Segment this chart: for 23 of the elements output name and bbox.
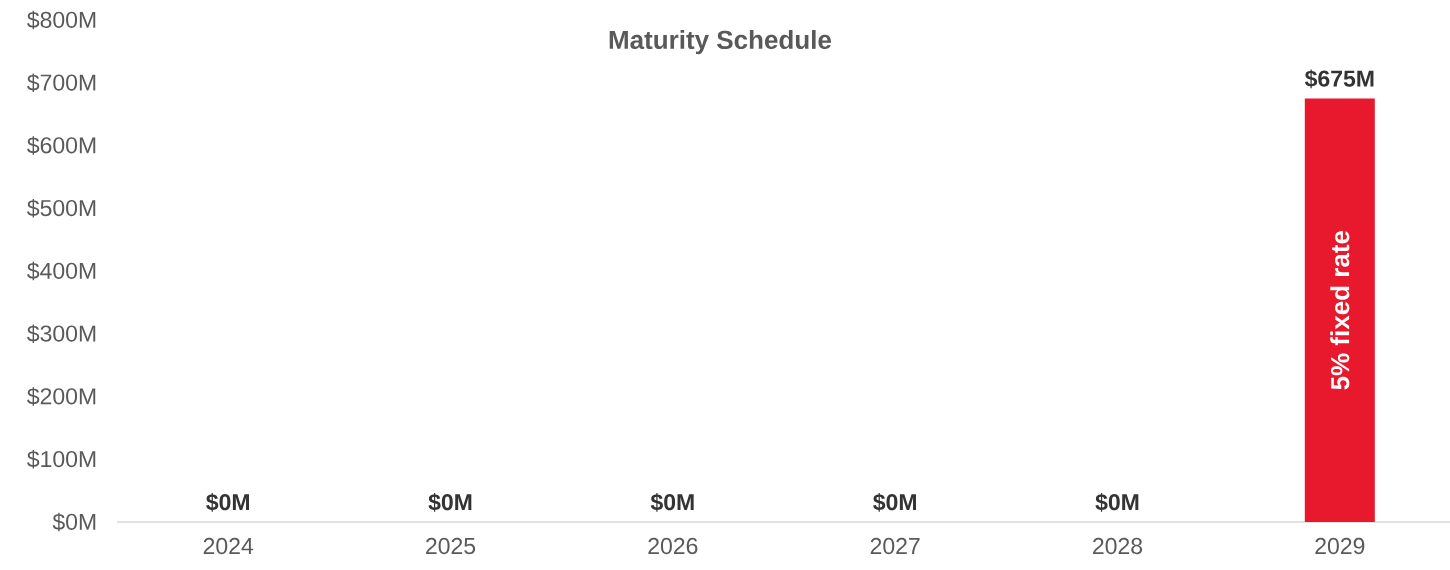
y-tick-label: $600M xyxy=(27,136,96,155)
x-tick-label: 2029 xyxy=(1315,537,1365,555)
data-label: $0M xyxy=(1095,493,1139,512)
data-label: $0M xyxy=(428,493,472,512)
x-tick-label: 2025 xyxy=(426,537,476,555)
y-tick-label: $300M xyxy=(27,324,96,344)
chart-title: Maturity Schedule xyxy=(609,30,832,55)
x-tick-label: 2027 xyxy=(870,537,920,555)
data-label: $0M xyxy=(873,493,916,512)
y-tick-label: $400M xyxy=(27,261,96,281)
x-tick-label: 2024 xyxy=(203,537,254,555)
data-label: $0M xyxy=(650,493,694,512)
data-label: $0M xyxy=(206,493,249,512)
y-tick-label: $800M xyxy=(27,10,96,30)
x-tick-label: 2026 xyxy=(648,537,698,555)
data-label: $675M xyxy=(1304,69,1374,89)
y-tick-label: $700M xyxy=(27,73,96,93)
y-tick-label: $200M xyxy=(27,387,96,406)
annotation: 5% fixed rate xyxy=(1330,230,1350,390)
y-tick-label: $100M xyxy=(27,449,96,469)
y-tick-label: $500M xyxy=(27,198,96,218)
y-tick-label: $0M xyxy=(52,512,96,532)
x-tick-label: 2028 xyxy=(1093,537,1143,555)
